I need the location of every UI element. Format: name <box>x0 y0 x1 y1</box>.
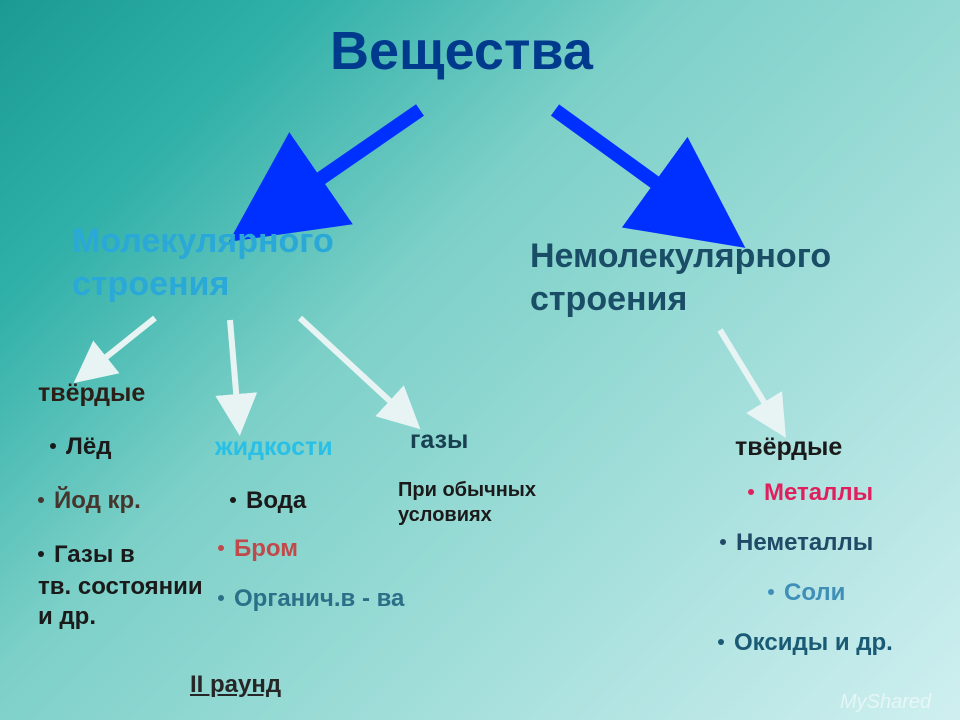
solid-item-ice: Лёд <box>50 432 111 462</box>
liquid-item-bromine: Бром <box>218 534 298 564</box>
solid2-item-oxides: Оксиды и др. <box>718 628 893 658</box>
diagram-title: Вещества <box>330 18 593 86</box>
slide-root: { "title": { "text": "Вещества", "color"… <box>0 0 960 720</box>
branch-nonmolecular: Немолекулярного строения <box>530 235 950 320</box>
solid2-item-nonmetals: Неметаллы <box>720 528 873 558</box>
branch-molecular: Молекулярного строения <box>72 220 422 305</box>
col-header-gas: газы <box>410 425 468 456</box>
round-label: II раунд <box>190 670 281 700</box>
liquid-item-organic: Органич.в - ва <box>218 584 404 614</box>
col-header-solid: твёрдые <box>38 378 145 409</box>
solid-item-gases-cont: тв. состоянии и др. <box>38 572 208 632</box>
liquid-item-water: Вода <box>230 486 306 516</box>
col-header-liquid: жидкости <box>215 432 333 463</box>
watermark: MyShared <box>840 690 931 715</box>
solid2-item-metals: Металлы <box>748 478 873 508</box>
solid-item-gases: Газы в <box>38 540 135 570</box>
col-header-solid2: твёрдые <box>735 432 842 463</box>
gas-note: При обычных условиях <box>398 478 598 528</box>
solid-item-iodine: Йод кр. <box>38 486 141 516</box>
solid2-item-salts: Соли <box>768 578 845 608</box>
